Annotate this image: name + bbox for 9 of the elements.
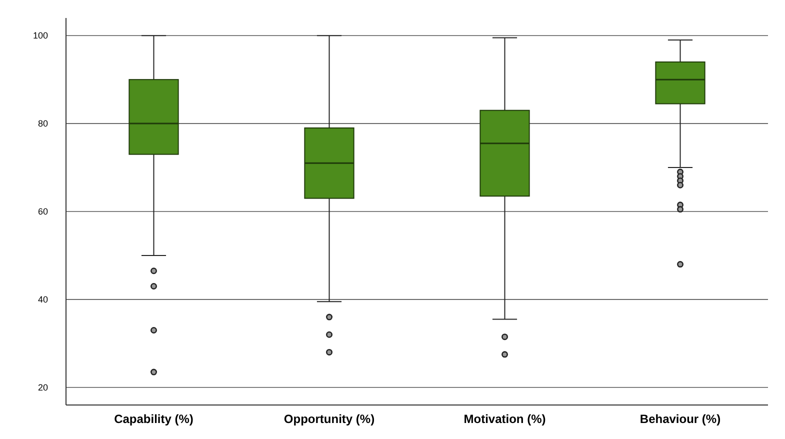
x-tick-label: Capability (%) — [114, 412, 194, 426]
y-tick-label: 60 — [38, 206, 48, 217]
y-tick-label: 80 — [38, 118, 48, 129]
y-tick-label: 20 — [38, 382, 48, 393]
x-tick-label: Behaviour (%) — [640, 412, 721, 426]
x-tick-label: Motivation (%) — [464, 412, 546, 426]
x-tick-label: Opportunity (%) — [284, 412, 375, 426]
y-tick-label: 100 — [32, 30, 48, 41]
y-tick-label: 40 — [38, 294, 48, 305]
